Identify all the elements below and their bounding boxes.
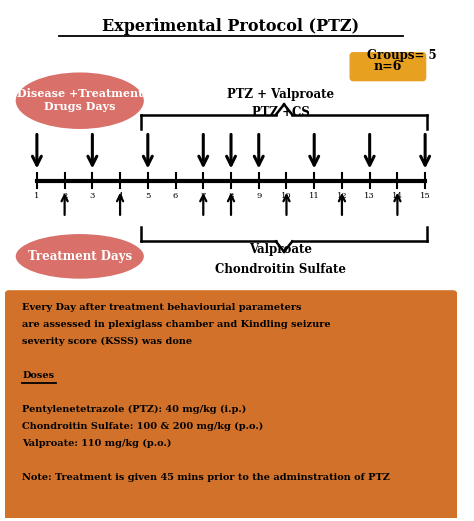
Text: Doses: Doses [22, 371, 55, 380]
Text: severity score (KSSS) was done: severity score (KSSS) was done [22, 337, 192, 346]
Text: are assessed in plexiglass chamber and Kindling seizure: are assessed in plexiglass chamber and K… [22, 320, 331, 329]
Text: Chondroitin Sulfate: Chondroitin Sulfate [215, 263, 346, 276]
Text: 8: 8 [228, 192, 234, 200]
Text: 5: 5 [145, 192, 151, 200]
Text: Disease +Treatment
Drugs Days: Disease +Treatment Drugs Days [17, 88, 143, 111]
FancyBboxPatch shape [5, 291, 457, 520]
Text: PTZ +CS: PTZ +CS [252, 106, 310, 119]
Text: 14: 14 [392, 192, 403, 200]
Text: n=6: n=6 [374, 60, 402, 72]
Text: Valproate: Valproate [249, 243, 312, 256]
Ellipse shape [14, 233, 145, 280]
Text: Chondroitin Sulfate: 100 & 200 mg/kg (p.o.): Chondroitin Sulfate: 100 & 200 mg/kg (p.… [22, 422, 264, 431]
Text: 2: 2 [62, 192, 67, 200]
Text: 15: 15 [420, 192, 430, 200]
Ellipse shape [14, 71, 145, 130]
Text: 12: 12 [337, 192, 347, 200]
Text: Every Day after treatment behaviourial parameters: Every Day after treatment behaviourial p… [22, 303, 302, 312]
Text: Treatment Days: Treatment Days [27, 250, 132, 263]
Text: Valproate: 110 mg/kg (p.o.): Valproate: 110 mg/kg (p.o.) [22, 439, 172, 448]
Text: Groups= 5: Groups= 5 [367, 49, 437, 62]
Text: 11: 11 [309, 192, 319, 200]
Text: Experimental Protocol (PTZ): Experimental Protocol (PTZ) [102, 18, 360, 35]
Text: 4: 4 [118, 192, 123, 200]
Text: Pentylenetetrazole (PTZ): 40 mg/kg (i.p.): Pentylenetetrazole (PTZ): 40 mg/kg (i.p.… [22, 405, 246, 414]
Text: PTZ + Valproate: PTZ + Valproate [227, 88, 334, 101]
FancyBboxPatch shape [350, 53, 426, 81]
Text: 1: 1 [34, 192, 39, 200]
Text: 13: 13 [365, 192, 375, 200]
Text: 6: 6 [173, 192, 178, 200]
Text: 3: 3 [90, 192, 95, 200]
Text: 7: 7 [201, 192, 206, 200]
Text: 9: 9 [256, 192, 262, 200]
Text: 10: 10 [281, 192, 292, 200]
Text: Note: Treatment is given 45 mins prior to the adminstration of PTZ: Note: Treatment is given 45 mins prior t… [22, 473, 390, 482]
